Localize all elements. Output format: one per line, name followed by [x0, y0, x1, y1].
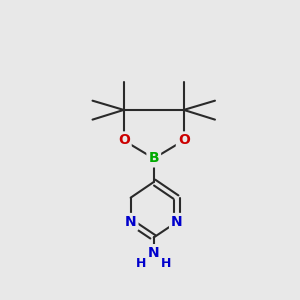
Text: H: H [136, 257, 146, 270]
Text: N: N [171, 215, 183, 229]
Text: B: B [148, 152, 159, 165]
Text: O: O [178, 134, 190, 147]
Text: O: O [118, 134, 130, 147]
Text: N: N [148, 246, 160, 260]
Text: H: H [161, 257, 172, 270]
Text: N: N [125, 215, 136, 229]
Text: N: N [148, 246, 160, 260]
